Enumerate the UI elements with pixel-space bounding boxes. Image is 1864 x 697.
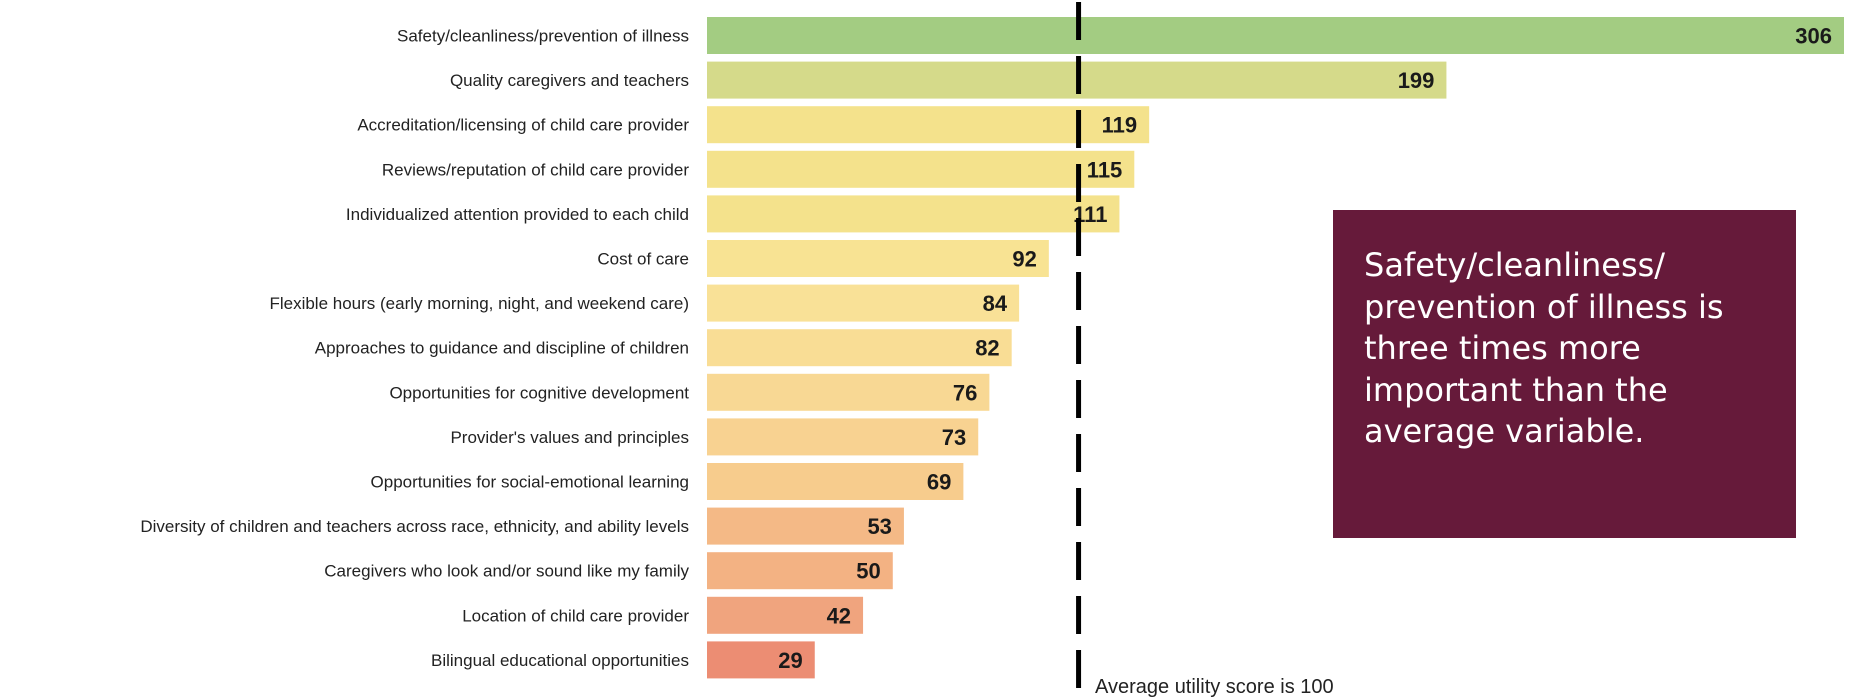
value-label: 84 — [983, 291, 1008, 316]
category-label: Opportunities for cognitive development — [389, 383, 689, 402]
bar — [707, 463, 964, 500]
value-label: 82 — [975, 336, 999, 361]
bar — [707, 240, 1049, 277]
bar — [707, 552, 893, 590]
bar — [707, 596, 864, 634]
category-label: Caregivers who look and/or sound like my… — [324, 562, 689, 581]
bar — [707, 329, 1012, 367]
category-label: Safety/cleanliness/prevention of illness — [397, 27, 689, 46]
category-label: Individualized attention provided to eac… — [346, 205, 689, 224]
bar — [707, 418, 979, 456]
average-utility-note: Average utility score is 100 — [1095, 676, 1334, 697]
value-label: 29 — [778, 648, 802, 673]
bar — [707, 507, 904, 545]
category-label: Bilingual educational opportunities — [431, 651, 689, 670]
category-label: Accreditation/licensing of child care pr… — [357, 116, 689, 135]
bar — [707, 195, 1120, 233]
category-label: Reviews/reputation of child care provide… — [382, 160, 689, 179]
category-label: Approaches to guidance and discipline of… — [315, 339, 689, 358]
value-label: 42 — [827, 603, 851, 628]
value-label: 306 — [1795, 24, 1832, 49]
value-label: 50 — [856, 559, 880, 584]
value-label: 92 — [1012, 247, 1036, 272]
bar — [707, 641, 815, 679]
category-label: Cost of care — [597, 250, 689, 269]
category-label: Flexible hours (early morning, night, an… — [269, 294, 689, 313]
value-label: 119 — [1102, 113, 1138, 138]
category-label: Quality caregivers and teachers — [450, 71, 689, 90]
category-label: Opportunities for social-emotional learn… — [371, 473, 689, 492]
value-label: 69 — [927, 470, 951, 495]
value-label: 76 — [953, 380, 977, 405]
category-label: Diversity of children and teachers acros… — [140, 517, 689, 536]
callout-box: Safety/cleanliness/ prevention of illnes… — [1333, 210, 1796, 538]
callout-text: Safety/cleanliness/ prevention of illnes… — [1364, 246, 1724, 451]
bar — [707, 284, 1020, 322]
bar — [707, 150, 1135, 188]
value-label: 53 — [867, 514, 891, 539]
value-label: 115 — [1087, 157, 1123, 182]
category-label: Location of child care provider — [462, 606, 689, 625]
bar — [707, 106, 1150, 144]
bar — [707, 373, 990, 411]
bar — [707, 17, 1844, 54]
bar-group: Safety/cleanliness/prevention of illness… — [140, 17, 1844, 679]
value-label: 199 — [1398, 68, 1435, 93]
category-label: Provider's values and principles — [450, 428, 689, 447]
value-label: 73 — [942, 425, 966, 450]
